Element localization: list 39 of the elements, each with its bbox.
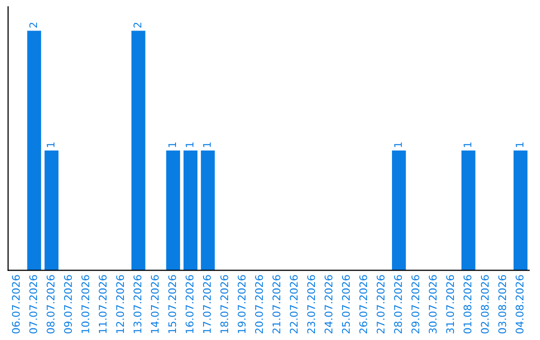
- x-tick-label: 30.07.2026: [428, 275, 437, 334]
- x-tick-label: 12.07.2026: [116, 275, 124, 333]
- data-label: 1: [394, 142, 402, 147]
- data-label: 1: [203, 142, 211, 147]
- x-tick-label: 07.07.2026: [29, 275, 38, 334]
- x-tick-label: 29.07.2026: [411, 275, 420, 334]
- x-tick-label: 13.07.2026: [134, 275, 142, 333]
- x-tick-label: 08.07.2026: [46, 275, 55, 334]
- x-tick-label: 23.07.2026: [307, 275, 316, 334]
- data-label: 2: [134, 22, 142, 28]
- x-tick-label: 06.07.2026: [12, 275, 20, 334]
- x-tick-label: 16.07.2026: [186, 275, 194, 333]
- data-label: 1: [464, 142, 472, 147]
- x-tick-label: 14.07.2026: [150, 275, 159, 333]
- x-tick-label: 15.07.2026: [168, 275, 176, 333]
- x-tick-label: 04.08.2026: [516, 275, 524, 334]
- x-tick-label: 18.07.2026: [220, 275, 228, 333]
- x-tick-label: 20.07.2026: [255, 275, 263, 334]
- x-tick-label: 25.07.2026: [342, 275, 350, 334]
- x-tick-label: 28.07.2026: [394, 275, 402, 334]
- x-tick-label: 03.08.2026: [498, 275, 506, 334]
- x-tick-label: 31.07.2026: [446, 275, 454, 334]
- x-tick-label: 11.07.2026: [98, 275, 107, 333]
- x-tick-label: 26.07.2026: [359, 275, 368, 334]
- x-tick-label: 27.07.2026: [376, 275, 385, 334]
- x-tick-label: 24.07.2026: [324, 275, 332, 334]
- data-label: 1: [186, 142, 194, 147]
- x-tick-label: 17.07.2026: [203, 275, 211, 333]
- data-label: 1: [168, 142, 176, 147]
- x-tick-label: 02.08.2026: [480, 275, 489, 334]
- x-tick-label: 19.07.2026: [238, 275, 246, 333]
- x-tick-label: 21.07.2026: [272, 275, 280, 334]
- x-tick-label: 01.08.2026: [464, 275, 472, 334]
- x-tick-label: 10.07.2026: [81, 275, 90, 333]
- data-label: 2: [29, 22, 38, 28]
- data-label: 1: [516, 142, 524, 147]
- x-tick-label: 09.07.2026: [64, 275, 72, 334]
- data-label: 1: [46, 142, 54, 147]
- x-tick-label: 22.07.2026: [290, 275, 298, 334]
